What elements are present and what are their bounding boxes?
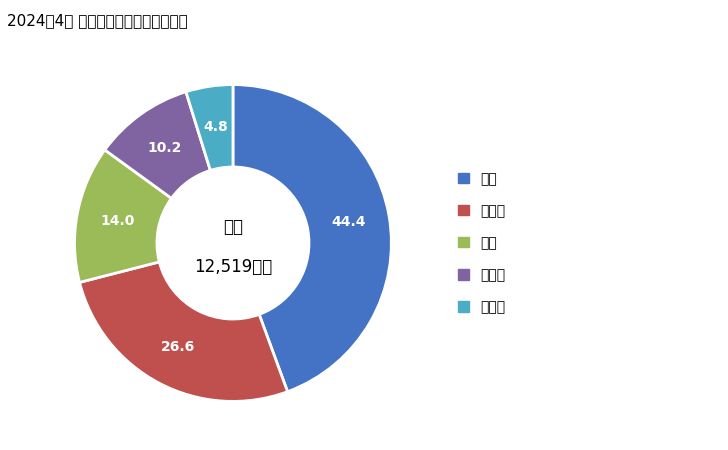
Wedge shape [79, 262, 288, 401]
Legend: 英国, スイス, 中国, カナダ, その他: 英国, スイス, 中国, カナダ, その他 [458, 172, 505, 314]
Text: 12,519万円: 12,519万円 [194, 258, 272, 276]
Wedge shape [186, 85, 233, 171]
Wedge shape [74, 150, 172, 283]
Text: 2024年4月 輸入相手国のシェア（％）: 2024年4月 輸入相手国のシェア（％） [7, 14, 188, 28]
Wedge shape [233, 85, 392, 392]
Text: 4.8: 4.8 [203, 120, 228, 134]
Text: 14.0: 14.0 [100, 214, 135, 228]
Text: 10.2: 10.2 [148, 141, 182, 155]
Text: 44.4: 44.4 [331, 216, 365, 230]
Text: 総額: 総額 [223, 218, 243, 236]
Wedge shape [105, 92, 210, 198]
Text: 26.6: 26.6 [162, 340, 196, 354]
